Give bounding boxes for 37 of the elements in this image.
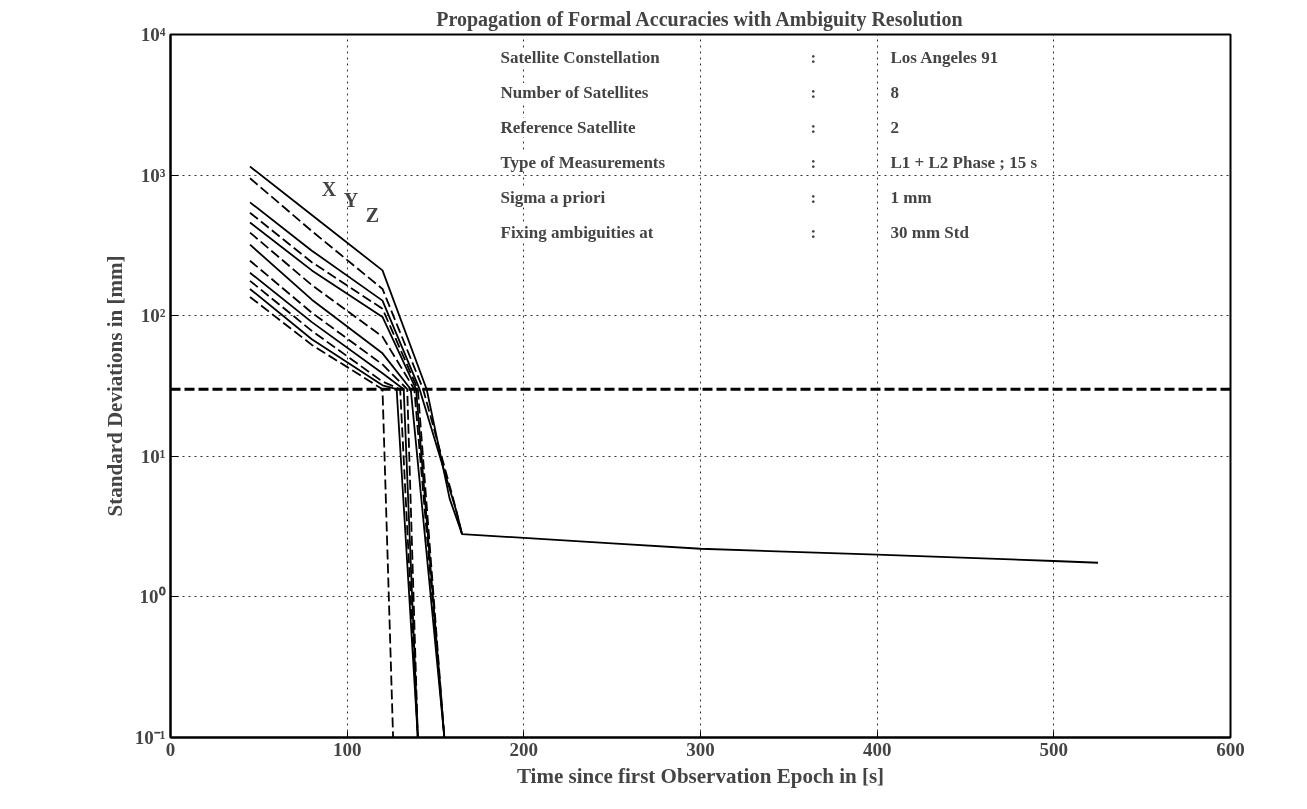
annotation: 1 mm (890, 188, 932, 207)
annotation: 8 (890, 83, 899, 102)
annotation: Sigma a priori (500, 188, 606, 207)
x-tick-label: 0 (165, 738, 176, 760)
annotation: Los Angeles 91 (890, 48, 999, 67)
annotation: : (810, 153, 817, 172)
annotation: 30 mm Std (890, 223, 970, 242)
annotation: 2 (890, 118, 899, 137)
y-tick-label: 10⁰ (139, 586, 166, 608)
x-tick-label: 500 (1039, 738, 1069, 760)
chart-title: Propagation of Formal Accuracies with Ambiguity Resolution (436, 7, 963, 31)
annotation: Y (343, 189, 359, 212)
annotation: : (810, 118, 817, 137)
annotation: : (810, 83, 817, 102)
annotation: Fixing ambiguities at (500, 223, 654, 242)
y-tick-label: 10⁻¹ (134, 727, 166, 748)
annotation: Satellite Constellation (500, 48, 661, 67)
annotation: : (810, 48, 817, 67)
annotation: Z (365, 203, 380, 226)
x-tick-label: 300 (686, 738, 715, 760)
annotation: Type of Measurements (500, 153, 666, 172)
annotation: : (810, 223, 817, 242)
annotation: Number of Satellites (500, 83, 649, 102)
y-tick-label: 10² (140, 305, 166, 327)
y-tick-label: 10⁴ (140, 24, 166, 45)
y-tick-label: 10¹ (140, 445, 166, 467)
y-axis-title: Standard Deviations in [mm] (102, 255, 127, 517)
x-tick-label: 100 (332, 738, 362, 760)
annotation: : (810, 188, 817, 207)
x-tick-label: 200 (509, 738, 539, 760)
y-tick-label: 10³ (140, 164, 166, 186)
x-tick-label: 400 (862, 738, 892, 760)
x-axis-title: Time since first Observation Epoch in [s] (516, 763, 885, 788)
annotation: Reference Satellite (500, 118, 637, 137)
annotation: L1 + L2 Phase ; 15 s (890, 153, 1038, 172)
x-tick-label: 600 (1216, 738, 1245, 760)
annotation: X (321, 178, 337, 201)
